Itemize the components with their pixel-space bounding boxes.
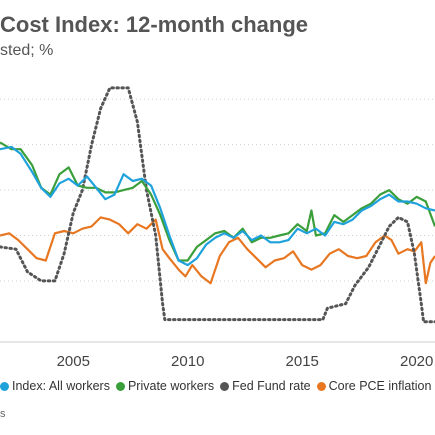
grid-lines (0, 98, 435, 343)
x-axis-ticks: 2005 2010 2015 2020 (57, 353, 434, 370)
legend-item: Private workers (115, 379, 215, 393)
legend-dot-icon (0, 382, 9, 391)
series-layer (0, 86, 435, 324)
legend: Index: All workers Private workers Fed Fun… (0, 379, 435, 393)
x-tick-label: 2015 (286, 353, 319, 370)
legend-item: Fed Fund rate (220, 379, 311, 393)
legend-label: Core PCE inflation (328, 379, 432, 393)
legend-dot-icon (316, 382, 326, 391)
x-tick-label: 2005 (57, 353, 90, 370)
legend-item: Core PCE inflation (316, 379, 432, 393)
legend-label: Fed Fund rate (232, 379, 311, 393)
legend-item: Index: All workers (0, 379, 110, 393)
legend-label: Index: All workers (12, 379, 110, 393)
x-tick-label: 2010 (171, 353, 204, 370)
legend-label: Private workers (127, 379, 215, 393)
series-line-fed-fund-rate (0, 86, 435, 324)
x-tick-label: 2020 (400, 353, 433, 370)
legend-dot-icon (220, 382, 230, 391)
chart-title: Cost Index: 12-month change (0, 12, 309, 37)
series-line-core-pce-inflation (0, 216, 435, 285)
chart-subtitle: sted; % (0, 42, 54, 59)
source-text: s (0, 408, 6, 420)
series-line-index-all-workers (0, 145, 435, 267)
legend-dot-icon (115, 382, 125, 391)
